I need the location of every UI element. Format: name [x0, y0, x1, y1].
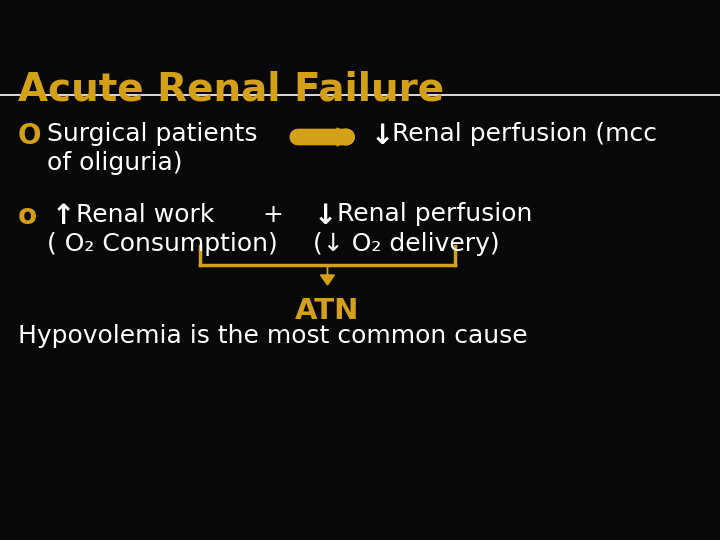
Text: ( O₂ Consumption): ( O₂ Consumption) [47, 232, 277, 256]
Text: ↓: ↓ [371, 122, 394, 150]
Text: o: o [18, 202, 37, 231]
Text: of oliguria): of oliguria) [47, 151, 182, 175]
Text: +: + [263, 202, 284, 226]
Text: Hypovolemia is the most common cause: Hypovolemia is the most common cause [18, 324, 528, 348]
Text: (↓ O₂ delivery): (↓ O₂ delivery) [313, 232, 500, 256]
FancyArrow shape [295, 128, 353, 146]
Text: O: O [18, 122, 42, 150]
Text: Renal perfusion (mcc: Renal perfusion (mcc [392, 122, 657, 145]
Text: Acute Renal Failure: Acute Renal Failure [18, 70, 444, 108]
Text: Renal work: Renal work [76, 202, 214, 226]
Text: ↓: ↓ [313, 202, 336, 231]
Text: Surgical patients: Surgical patients [47, 122, 257, 145]
FancyArrow shape [320, 265, 335, 285]
Text: ATN: ATN [295, 297, 360, 325]
Text: Renal perfusion: Renal perfusion [337, 202, 532, 226]
Text: ↑: ↑ [52, 202, 75, 231]
